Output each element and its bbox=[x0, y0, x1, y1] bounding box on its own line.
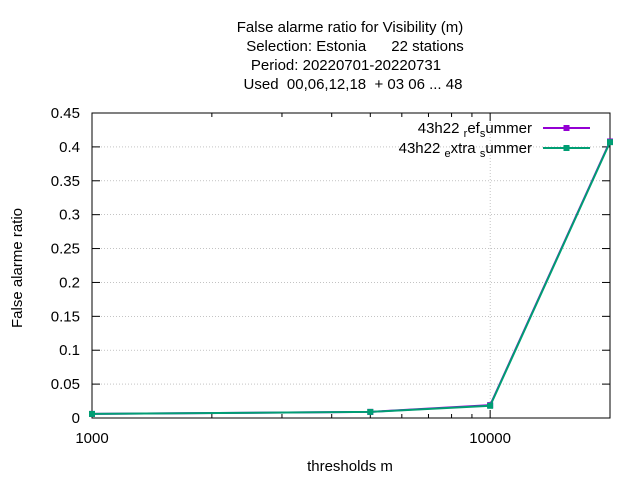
data-point bbox=[607, 139, 613, 146]
x-tick-labels: 1000 10000 bbox=[75, 430, 511, 447]
y-tick-label: 0 bbox=[72, 410, 80, 427]
y-tick-label: 0.3 bbox=[59, 207, 80, 224]
y-tick-label: 0.1 bbox=[59, 342, 80, 359]
y-tick-label: 0.2 bbox=[59, 274, 80, 291]
data-point bbox=[367, 408, 374, 415]
title-line-1: False alarme ratio for Visibility (m) bbox=[237, 19, 463, 36]
y-tick-label: 0.25 bbox=[51, 241, 80, 258]
legend-marker bbox=[563, 125, 570, 131]
y-tick-label: 0.05 bbox=[51, 376, 80, 393]
y-axis-label: False alarme ratio bbox=[9, 208, 26, 328]
x-axis-label: thresholds m bbox=[307, 458, 393, 475]
title-line-4: Used 00,06,12,18 + 03 06 ... 48 bbox=[244, 76, 463, 93]
y-tick-label: 0.35 bbox=[51, 173, 80, 190]
legend-label: 43h22 refsummer bbox=[418, 120, 532, 140]
chart-title: False alarme ratio for Visibility (m) Se… bbox=[237, 19, 464, 93]
data-point bbox=[487, 402, 494, 409]
axes bbox=[91, 112, 611, 419]
series-43h22_ref_summer bbox=[89, 138, 613, 417]
title-line-3: Period: 20220701-20220731 bbox=[251, 57, 441, 74]
y-tick-label: 0.45 bbox=[51, 105, 80, 122]
x-tick-label: 10000 bbox=[469, 430, 511, 447]
plot-frame bbox=[91, 112, 611, 419]
x-tick-label: 1000 bbox=[75, 430, 108, 447]
series-line bbox=[91, 141, 611, 415]
y-tick-labels: 0 0.05 0.1 0.15 0.2 0.25 0.3 0.35 0.4 0.45 bbox=[51, 105, 80, 427]
series-group bbox=[89, 138, 613, 417]
y-tick-label: 0.4 bbox=[59, 139, 80, 156]
legend-marker bbox=[563, 145, 570, 151]
title-line-2: Selection: Estonia 22 stations bbox=[246, 38, 464, 55]
data-point bbox=[89, 410, 95, 417]
grid bbox=[92, 113, 610, 418]
series-line bbox=[91, 141, 611, 415]
series-43h22_extra_summer bbox=[89, 139, 613, 417]
y-tick-label: 0.15 bbox=[51, 308, 80, 325]
legend-label: 43h22 extra summer bbox=[399, 140, 532, 160]
